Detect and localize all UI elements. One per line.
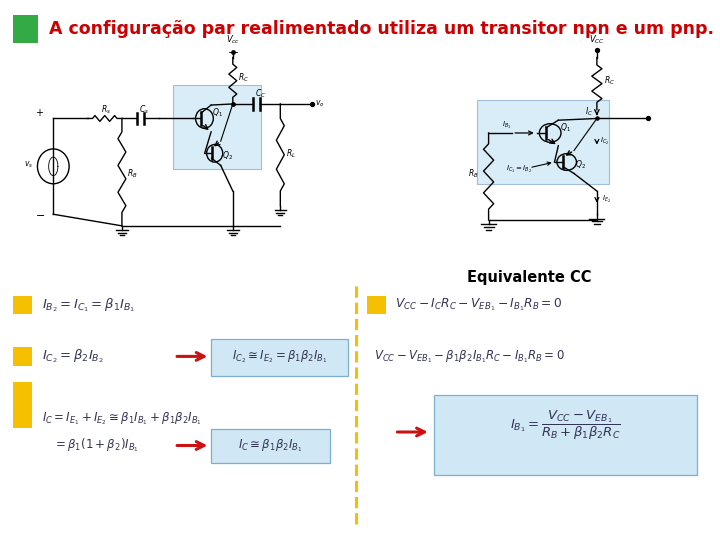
Text: $C_C$: $C_C$ bbox=[255, 87, 266, 100]
Text: $I_C$: $I_C$ bbox=[585, 105, 593, 118]
Text: $= \beta_1(1 + \beta_2) I_{B_1}$: $= \beta_1(1 + \beta_2) I_{B_1}$ bbox=[53, 437, 138, 454]
Text: $V_{CC} - I_C R_C - V_{EB_1} - I_{B_1} R_B = 0$: $V_{CC} - I_C R_C - V_{EB_1} - I_{B_1} R… bbox=[395, 297, 562, 313]
Text: $V_{CC} - V_{EB_1} - \beta_1\beta_2 I_{B_1} R_C - I_{B_1} R_B = 0$: $V_{CC} - V_{EB_1} - \beta_1\beta_2 I_{B… bbox=[374, 348, 565, 364]
Text: $Q_1$: $Q_1$ bbox=[212, 106, 223, 119]
FancyBboxPatch shape bbox=[477, 99, 608, 184]
Text: $I_C \cong \beta_1\beta_2 I_{B_1}$: $I_C \cong \beta_1\beta_2 I_{B_1}$ bbox=[238, 437, 302, 454]
Text: $Q_2$: $Q_2$ bbox=[222, 150, 233, 163]
Text: $I_{C_2} \cong I_{E_2} = \beta_1\beta_2 I_{B_1}$: $I_{C_2} \cong I_{E_2} = \beta_1\beta_2 … bbox=[232, 348, 327, 364]
Point bbox=[591, 114, 603, 123]
Text: A configuração par realimentado utiliza um transitor npn e um pnp.: A configuração par realimentado utiliza … bbox=[49, 20, 714, 38]
Bar bbox=[13, 347, 32, 366]
Bar bbox=[13, 296, 32, 314]
Point bbox=[591, 46, 603, 55]
Text: $I_{C_2}$: $I_{C_2}$ bbox=[600, 136, 610, 147]
Text: +: + bbox=[35, 107, 42, 118]
Text: $I_{B_1} = \dfrac{V_{CC} - V_{EB_1}}{R_B + \beta_1\beta_2 R_C}$: $I_{B_1} = \dfrac{V_{CC} - V_{EB_1}}{R_B… bbox=[510, 409, 621, 442]
Text: $R_L$: $R_L$ bbox=[286, 147, 296, 160]
Text: $V_{CC}$: $V_{CC}$ bbox=[589, 33, 605, 46]
FancyBboxPatch shape bbox=[211, 429, 330, 463]
Text: $I_{C_1}=I_{B_2}$: $I_{C_1}=I_{B_2}$ bbox=[505, 164, 531, 175]
Text: $R_s$: $R_s$ bbox=[101, 104, 111, 116]
Text: $V_{cc}$: $V_{cc}$ bbox=[226, 33, 240, 46]
Bar bbox=[13, 15, 38, 43]
Text: $R_C$: $R_C$ bbox=[603, 75, 615, 87]
Text: $I_{E_2}$: $I_{E_2}$ bbox=[602, 194, 611, 205]
Text: $I_{B_1}$: $I_{B_1}$ bbox=[502, 120, 511, 131]
FancyBboxPatch shape bbox=[434, 395, 697, 475]
Text: Equivalente CC: Equivalente CC bbox=[467, 270, 591, 285]
FancyBboxPatch shape bbox=[174, 85, 261, 169]
FancyBboxPatch shape bbox=[211, 339, 348, 376]
Text: $I_C = I_{E_1} + I_{E_2} \cong \beta_1 I_{B_1} + \beta_1\beta_2 I_{B_1}$: $I_C = I_{E_1} + I_{E_2} \cong \beta_1 I… bbox=[42, 410, 202, 427]
Point bbox=[227, 99, 238, 108]
Text: $v_s$: $v_s$ bbox=[24, 159, 33, 170]
Text: $Q_2$: $Q_2$ bbox=[575, 158, 586, 171]
Text: $R_B$: $R_B$ bbox=[468, 167, 479, 180]
Text: $v_o$: $v_o$ bbox=[315, 98, 324, 109]
Point bbox=[642, 114, 654, 123]
Point bbox=[227, 48, 238, 56]
Text: $C_s$: $C_s$ bbox=[139, 104, 149, 116]
Text: $R_C$: $R_C$ bbox=[238, 72, 249, 84]
Text: $Q_1$: $Q_1$ bbox=[559, 121, 570, 133]
Text: $R_B$: $R_B$ bbox=[127, 167, 138, 180]
Text: $-$: $-$ bbox=[35, 209, 45, 219]
Text: $I_{B_2} = I_{C_1} = \beta_1 I_{B_1}$: $I_{B_2} = I_{C_1} = \beta_1 I_{B_1}$ bbox=[42, 296, 135, 314]
Bar bbox=[13, 382, 32, 428]
Text: $I_{C_2} = \beta_2 I_{B_2}$: $I_{C_2} = \beta_2 I_{B_2}$ bbox=[42, 348, 104, 365]
Bar bbox=[367, 296, 386, 314]
Point bbox=[306, 99, 318, 108]
